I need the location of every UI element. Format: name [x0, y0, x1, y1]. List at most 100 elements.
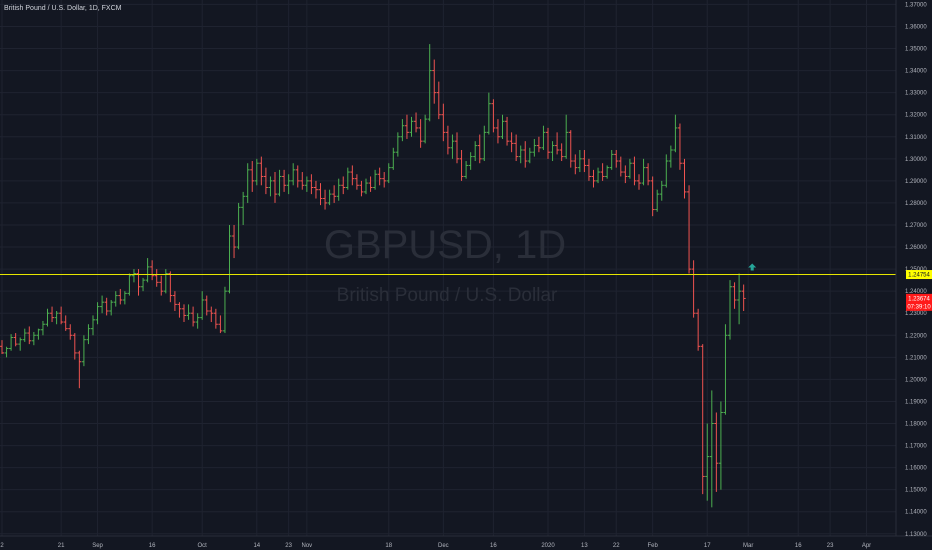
ohlc-bar[interactable]: [691, 260, 696, 318]
ohlc-bar[interactable]: [36, 328, 41, 340]
ohlc-bar[interactable]: [605, 165, 610, 179]
ohlc-bar[interactable]: [614, 149, 619, 168]
ohlc-bar[interactable]: [523, 141, 528, 168]
ohlc-bar[interactable]: [718, 401, 723, 490]
ohlc-bar[interactable]: [318, 183, 323, 206]
ohlc-bar[interactable]: [495, 119, 500, 144]
ohlc-bar[interactable]: [104, 297, 109, 316]
ohlc-bar[interactable]: [559, 143, 564, 162]
ohlc-bar[interactable]: [359, 180, 364, 197]
ohlc-bar[interactable]: [655, 189, 660, 212]
ohlc-bar[interactable]: [550, 141, 555, 162]
ohlc-bar[interactable]: [236, 202, 241, 250]
ohlc-bar[interactable]: [195, 313, 200, 329]
ohlc-bar[interactable]: [50, 306, 55, 323]
ohlc-bar[interactable]: [4, 346, 9, 358]
ohlc-bar[interactable]: [327, 189, 332, 206]
ohlc-bar[interactable]: [382, 172, 387, 188]
ohlc-bar[interactable]: [582, 149, 587, 173]
ohlc-bar[interactable]: [377, 167, 382, 186]
ohlc-bar[interactable]: [22, 328, 27, 342]
ohlc-bar[interactable]: [254, 158, 259, 186]
ohlc-bar[interactable]: [418, 119, 423, 148]
ohlc-bar[interactable]: [136, 269, 141, 296]
ohlc-bar[interactable]: [109, 299, 114, 316]
ohlc-bar[interactable]: [77, 350, 82, 389]
ohlc-bar[interactable]: [241, 191, 246, 225]
ohlc-bar[interactable]: [464, 161, 469, 179]
ohlc-bar[interactable]: [259, 156, 264, 186]
ohlc-bar[interactable]: [473, 141, 478, 162]
ohlc-bar[interactable]: [232, 224, 237, 259]
ohlc-bar[interactable]: [486, 92, 491, 135]
ohlc-bar[interactable]: [0, 340, 4, 355]
ohlc-bar[interactable]: [204, 295, 209, 316]
ohlc-bar[interactable]: [45, 308, 50, 327]
ohlc-bar[interactable]: [573, 154, 578, 175]
ohlc-bar[interactable]: [177, 302, 182, 318]
ohlc-bar[interactable]: [468, 152, 473, 170]
ohlc-bar[interactable]: [54, 311, 59, 325]
ohlc-bar[interactable]: [737, 273, 742, 325]
ohlc-bar[interactable]: [332, 185, 337, 203]
ohlc-bar[interactable]: [659, 180, 664, 201]
ohlc-bar[interactable]: [459, 149, 464, 181]
ohlc-bar[interactable]: [391, 147, 396, 170]
ohlc-bar[interactable]: [86, 324, 91, 345]
ohlc-bar[interactable]: [450, 134, 455, 159]
ohlc-bar[interactable]: [227, 224, 232, 294]
ohlc-bar[interactable]: [432, 59, 437, 104]
ohlc-bar[interactable]: [414, 112, 419, 133]
ohlc-bar[interactable]: [63, 315, 68, 331]
ohlc-bar[interactable]: [536, 136, 541, 153]
ohlc-bar[interactable]: [423, 114, 428, 144]
ohlc-bar[interactable]: [741, 284, 746, 312]
ohlc-bar[interactable]: [373, 169, 378, 190]
ohlc-bar[interactable]: [168, 271, 173, 303]
ohlc-bar[interactable]: [113, 291, 118, 307]
ohlc-bar[interactable]: [323, 189, 328, 210]
up-arrow-marker-icon[interactable]: [748, 263, 757, 271]
ohlc-bar[interactable]: [245, 163, 250, 203]
ohlc-bar[interactable]: [682, 158, 687, 199]
ohlc-bar[interactable]: [632, 156, 637, 186]
ohlc-bar[interactable]: [637, 174, 641, 190]
ohlc-bar[interactable]: [81, 335, 86, 367]
ohlc-bar[interactable]: [100, 295, 105, 314]
ohlc-bar[interactable]: [345, 167, 350, 190]
ohlc-bar[interactable]: [555, 132, 560, 155]
ohlc-bar[interactable]: [723, 324, 728, 415]
ohlc-bar[interactable]: [40, 320, 45, 336]
ohlc-bar[interactable]: [300, 172, 305, 190]
ohlc-bar[interactable]: [213, 308, 218, 329]
ohlc-bar[interactable]: [163, 269, 168, 294]
ohlc-bar[interactable]: [295, 165, 300, 188]
ohlc-bar[interactable]: [336, 178, 341, 201]
ohlc-bar[interactable]: [518, 145, 523, 164]
ohlc-bar[interactable]: [304, 176, 309, 192]
ohlc-bar[interactable]: [309, 174, 314, 195]
ohlc-bar[interactable]: [273, 172, 277, 203]
ohlc-bar[interactable]: [618, 156, 623, 177]
ohlc-bar[interactable]: [31, 331, 36, 346]
ohlc-bar[interactable]: [677, 123, 682, 170]
ohlc-bar[interactable]: [728, 280, 732, 340]
ohlc-bar[interactable]: [172, 291, 177, 312]
ohlc-bar[interactable]: [709, 390, 714, 508]
ohlc-bar[interactable]: [577, 149, 582, 173]
ohlc-bars[interactable]: [0, 44, 746, 508]
ohlc-bar[interactable]: [268, 176, 273, 197]
ohlc-bar[interactable]: [27, 326, 32, 345]
time-axis[interactable]: 2 21 Sep 16 Oct 14 23 Nov 18 Dec 16 2020 13 22 Feb 17 Ma…: [0, 543, 871, 549]
ohlc-bar[interactable]: [222, 286, 227, 334]
ohlc-bar[interactable]: [546, 127, 550, 159]
ohlc-bar[interactable]: [277, 169, 282, 197]
ohlc-bar[interactable]: [13, 333, 18, 347]
ohlc-bar[interactable]: [291, 163, 296, 186]
ohlc-bar[interactable]: [627, 158, 632, 179]
ohlc-bar[interactable]: [641, 158, 646, 186]
ohlc-bar[interactable]: [286, 174, 291, 195]
ohlc-bar[interactable]: [209, 306, 214, 323]
ohlc-bar[interactable]: [150, 260, 155, 281]
ohlc-bar[interactable]: [282, 169, 287, 192]
